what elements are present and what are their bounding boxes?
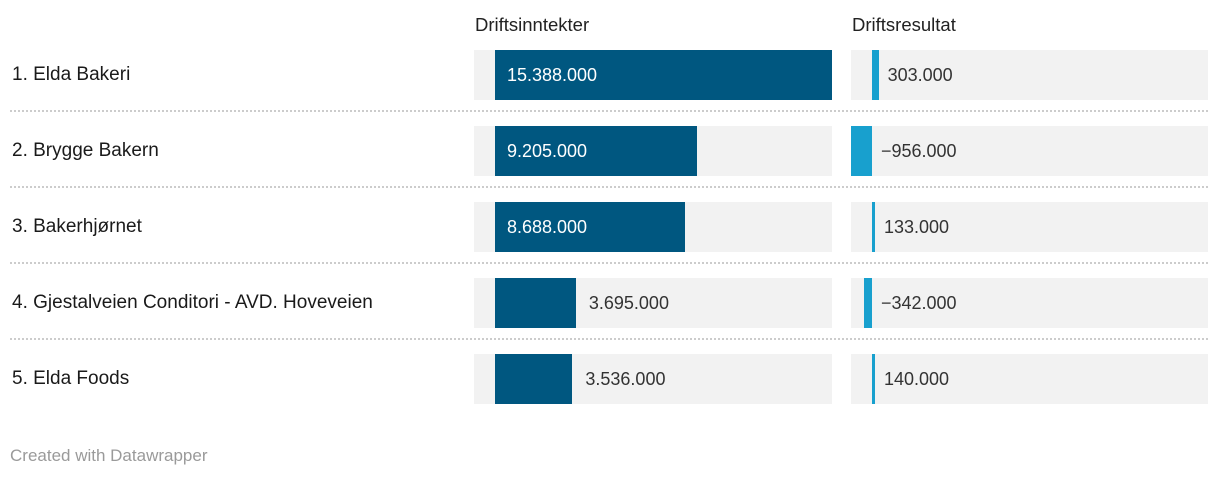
result-value-label: −956.000 (880, 140, 957, 161)
result-track (851, 354, 1208, 404)
result-value-label: 140.000 (884, 368, 950, 389)
result-track (851, 126, 1208, 176)
revenue-value-label: 8.688.000 (506, 216, 588, 237)
row-label: 2. Brygge Bakern (12, 140, 159, 161)
revenue-bar (494, 354, 573, 404)
row-separator (10, 110, 1208, 112)
row-label: 3. Bakerhjørnet (12, 216, 142, 237)
row-label: 5. Elda Foods (12, 368, 130, 389)
result-track (851, 278, 1208, 328)
row-separator (10, 262, 1208, 264)
result-bar (864, 278, 872, 328)
row-separator (10, 338, 1208, 340)
result-bar (871, 354, 875, 404)
result-bar (871, 202, 875, 252)
revenue-bar (494, 126, 697, 176)
result-track (851, 202, 1208, 252)
column-header-driftsresultat: Driftsresultat (852, 14, 956, 35)
row-label: 1. Elda Bakeri (12, 64, 131, 85)
revenue-bar (494, 278, 576, 328)
row-label: 4. Gjestalveien Conditori - AVD. Hovevei… (12, 292, 373, 313)
result-value-label: 133.000 (883, 216, 950, 237)
result-bar (871, 50, 879, 100)
result-track (851, 50, 1208, 100)
result-bar (851, 126, 872, 176)
revenue-value-label: 15.388.000 (506, 64, 598, 85)
revenue-bar (494, 202, 686, 252)
revenue-bar (494, 50, 832, 100)
datawrapper-credit-link[interactable]: Created with Datawrapper (10, 446, 208, 465)
result-value-label: 303.000 (887, 64, 953, 85)
column-header-driftsinntekter: Driftsinntekter (475, 14, 590, 35)
revenue-value-label: 3.695.000 (588, 292, 669, 313)
row-separator (10, 186, 1208, 188)
result-value-label: −342.000 (880, 292, 957, 313)
revenue-value-label: 9.205.000 (506, 140, 588, 161)
revenue-value-label: 3.536.000 (585, 368, 666, 389)
